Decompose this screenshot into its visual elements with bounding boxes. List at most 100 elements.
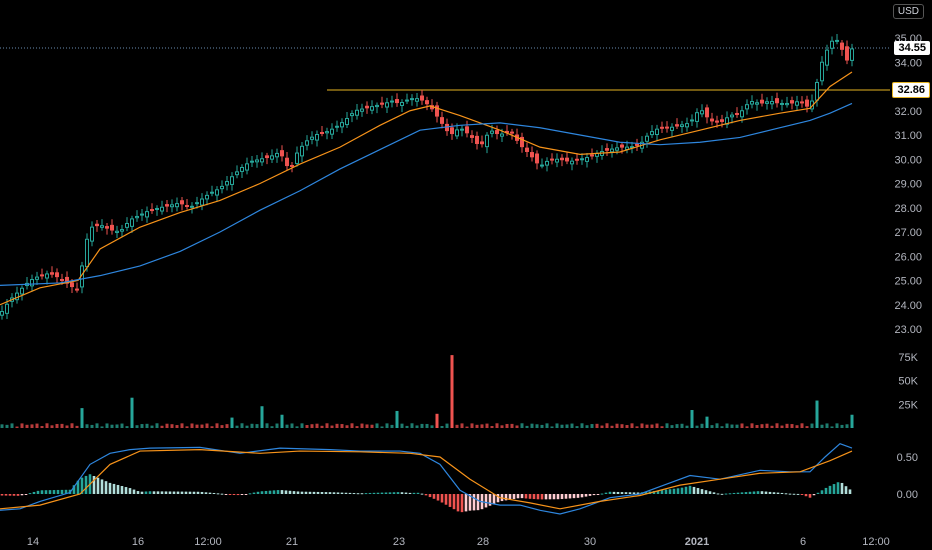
volume-bar bbox=[690, 410, 694, 428]
candle-down bbox=[710, 118, 714, 122]
macd-hist-bar bbox=[268, 490, 272, 494]
macd-hist-bar bbox=[588, 494, 592, 496]
macd-hist-bar bbox=[600, 493, 604, 495]
volume-bar bbox=[200, 424, 204, 428]
volume-bar bbox=[465, 426, 469, 428]
macd-hist-bar bbox=[172, 491, 176, 494]
volume-bar bbox=[380, 426, 384, 428]
volume-bar bbox=[180, 423, 184, 428]
volume-bar bbox=[830, 426, 834, 428]
volume-bar bbox=[395, 410, 399, 428]
volume-axis: 75K 50K 25K bbox=[898, 352, 918, 411]
candle-up bbox=[90, 226, 94, 242]
macd-hist-bar bbox=[664, 489, 668, 494]
candle-up bbox=[35, 276, 39, 280]
volume-bar bbox=[735, 424, 739, 428]
macd-hist-bar bbox=[580, 494, 584, 498]
candle-down bbox=[520, 136, 524, 148]
macd-hist-bar bbox=[616, 491, 620, 494]
macd-hist-bar bbox=[100, 479, 104, 494]
candle-up bbox=[310, 136, 314, 140]
price-tick-label: 32.00 bbox=[894, 106, 922, 118]
volume-bar bbox=[580, 423, 584, 428]
horizontal-line-tag[interactable]: 32.86 bbox=[892, 82, 930, 98]
volume-bar bbox=[35, 423, 39, 428]
macd-hist-bar bbox=[748, 491, 752, 494]
candle-up bbox=[765, 101, 769, 104]
macd-hist-bar bbox=[472, 494, 476, 511]
volume-bar bbox=[605, 423, 609, 428]
candle-up bbox=[115, 230, 119, 233]
candle-up bbox=[745, 104, 749, 110]
volume-bar bbox=[410, 423, 414, 428]
candle-up bbox=[125, 223, 129, 228]
macd-hist-bar bbox=[568, 494, 572, 499]
candle-up bbox=[345, 118, 349, 126]
candle-up bbox=[155, 207, 159, 210]
candle-up bbox=[785, 102, 789, 106]
candle-up bbox=[20, 287, 24, 295]
macd-hist-bar bbox=[56, 489, 60, 494]
candle-down bbox=[320, 132, 324, 135]
volume-bar bbox=[225, 424, 229, 428]
macd-hist-bar bbox=[444, 494, 448, 505]
volume-bar bbox=[350, 423, 354, 428]
candle-down bbox=[40, 274, 44, 277]
macd-hist-bar bbox=[780, 492, 784, 494]
macd-tick-label: 0.00 bbox=[897, 489, 918, 501]
volume-bar bbox=[670, 425, 674, 428]
volume-bar bbox=[770, 425, 774, 428]
volume-bar bbox=[105, 423, 109, 428]
macd-hist-bar bbox=[200, 491, 204, 494]
volume-bar bbox=[525, 425, 529, 428]
volume-bar bbox=[220, 425, 224, 428]
macd-hist-bar bbox=[596, 494, 600, 495]
macd-hist-bar bbox=[328, 492, 332, 494]
candle-up bbox=[360, 108, 364, 112]
currency-badge[interactable]: USD bbox=[892, 4, 924, 19]
volume-bar bbox=[715, 423, 719, 428]
macd-line bbox=[0, 442, 853, 515]
macd-hist-bar bbox=[420, 493, 424, 495]
volume-tick-label: 75K bbox=[898, 352, 918, 364]
macd-hist-bar bbox=[624, 492, 628, 494]
volume-bar bbox=[400, 423, 404, 428]
candle-down bbox=[790, 100, 794, 104]
volume-bar bbox=[665, 423, 669, 428]
candle-down bbox=[475, 135, 479, 144]
macd-hist-bar bbox=[800, 494, 804, 495]
volume-bar bbox=[435, 413, 439, 428]
candle-up bbox=[390, 100, 394, 103]
candle-down bbox=[55, 272, 59, 278]
volume-bar bbox=[725, 423, 729, 428]
macd-hist-bar bbox=[136, 491, 140, 494]
volume-bar bbox=[570, 423, 574, 428]
macd-hist-bar bbox=[336, 492, 340, 494]
candle-up bbox=[100, 225, 104, 228]
volume-bar bbox=[100, 426, 104, 428]
macd-hist-bar bbox=[196, 491, 200, 494]
candle-up bbox=[170, 204, 174, 208]
candle-up bbox=[830, 40, 834, 49]
candle-up bbox=[205, 194, 209, 200]
time-axis: 14 16 12:00 21 23 28 30 2021 6 12:00 bbox=[27, 536, 890, 548]
macd-hist-bar bbox=[252, 492, 256, 494]
price-candles bbox=[0, 33, 854, 320]
macd-hist-bar bbox=[64, 489, 68, 494]
candle-up bbox=[770, 101, 774, 105]
candle-up bbox=[405, 99, 409, 102]
macd-hist-bar bbox=[276, 490, 280, 494]
candle-up bbox=[225, 181, 229, 186]
macd-hist-bar bbox=[628, 492, 632, 494]
candle-up bbox=[0, 311, 4, 316]
volume-bar bbox=[835, 423, 839, 428]
macd-hist-bar bbox=[484, 494, 488, 508]
macd-hist-bar bbox=[436, 494, 440, 501]
macd-hist-bar bbox=[368, 492, 372, 494]
macd-hist-bar bbox=[260, 491, 264, 494]
candle-up bbox=[300, 145, 304, 157]
volume-bar bbox=[710, 425, 714, 428]
volume-bar bbox=[795, 425, 799, 428]
volume-bar bbox=[335, 423, 339, 428]
